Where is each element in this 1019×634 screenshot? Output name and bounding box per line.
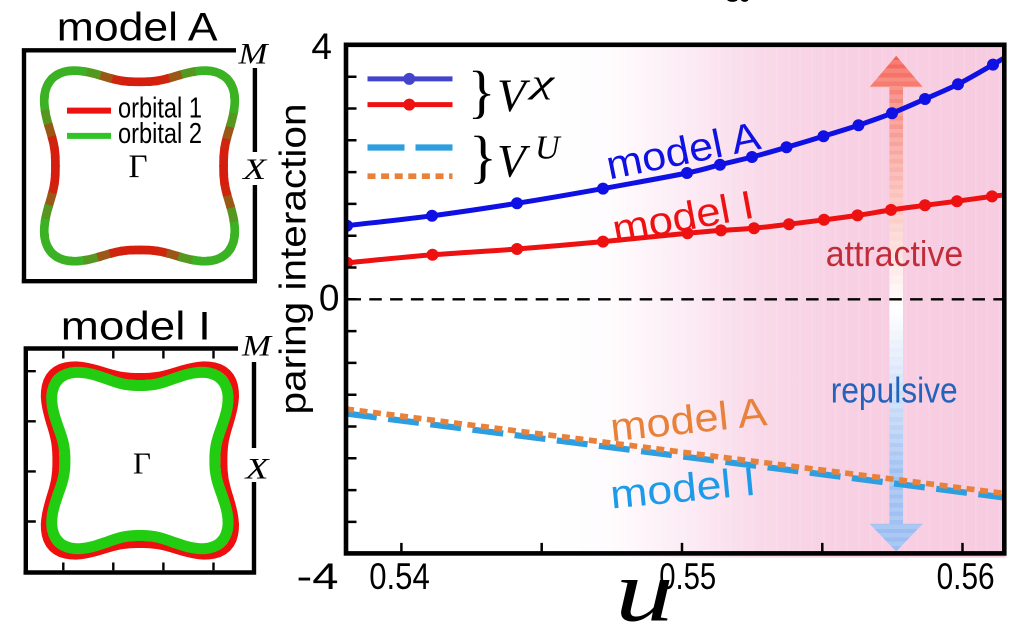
svg-text:X: X (242, 153, 268, 186)
svg-text:4: 4 (311, 26, 332, 67)
svg-text:M: M (237, 38, 269, 71)
svg-text:model I: model I (61, 305, 211, 349)
svg-text:model A: model A (57, 6, 218, 50)
svg-text:}: } (469, 124, 497, 189)
svg-text:0.56: 0.56 (937, 556, 995, 597)
svg-text:V: V (497, 136, 531, 188)
svg-text:}: } (468, 59, 496, 124)
svg-text:X: X (244, 453, 270, 486)
svg-text:-4: -4 (297, 556, 339, 597)
svg-text:0.55: 0.55 (659, 556, 716, 597)
svg-text:Γ: Γ (133, 446, 151, 481)
svg-text:orbital 2: orbital 2 (118, 118, 202, 150)
svg-text:U: U (535, 130, 562, 167)
svg-text:0.54: 0.54 (369, 556, 430, 597)
svg-text:attractive: attractive (826, 233, 964, 274)
svg-text:orbital 1: orbital 1 (118, 93, 202, 125)
svg-text:χ: χ (527, 64, 556, 100)
svg-text:paring interaction: paring interaction (273, 104, 314, 415)
svg-text:Γ: Γ (128, 149, 147, 185)
svg-text:M: M (241, 330, 273, 363)
svg-text:0: 0 (319, 278, 340, 319)
svg-text:repulsive: repulsive (831, 370, 958, 411)
svg-text:u: u (615, 543, 674, 634)
svg-text:V: V (497, 70, 531, 122)
